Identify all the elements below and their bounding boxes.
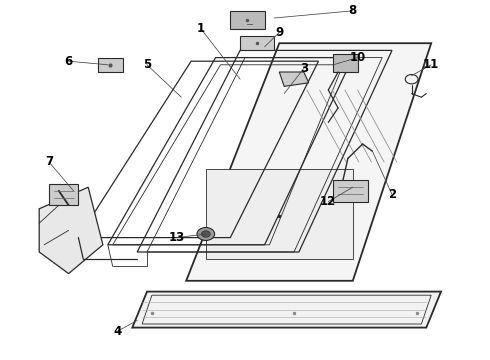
Polygon shape xyxy=(186,43,431,281)
Polygon shape xyxy=(279,72,309,86)
Polygon shape xyxy=(240,36,274,50)
Text: 8: 8 xyxy=(349,4,357,17)
Circle shape xyxy=(201,231,210,237)
Text: 12: 12 xyxy=(320,195,337,208)
Text: 1: 1 xyxy=(197,22,205,35)
Text: 6: 6 xyxy=(65,55,73,68)
Text: 7: 7 xyxy=(45,156,53,168)
Polygon shape xyxy=(39,187,103,274)
Text: 9: 9 xyxy=(275,26,283,39)
Polygon shape xyxy=(206,169,353,259)
Polygon shape xyxy=(333,180,368,202)
Text: 2: 2 xyxy=(388,188,396,201)
Text: 10: 10 xyxy=(349,51,366,64)
Polygon shape xyxy=(132,292,441,328)
Polygon shape xyxy=(98,58,122,72)
Text: 3: 3 xyxy=(300,62,308,75)
Polygon shape xyxy=(333,54,358,72)
Text: 11: 11 xyxy=(423,58,440,71)
Circle shape xyxy=(197,228,215,240)
Text: 5: 5 xyxy=(143,58,151,71)
Text: 4: 4 xyxy=(114,325,122,338)
Polygon shape xyxy=(230,11,265,29)
Polygon shape xyxy=(49,184,78,205)
Text: 13: 13 xyxy=(168,231,185,244)
